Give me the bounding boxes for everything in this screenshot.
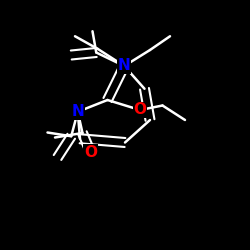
Text: O: O (84, 145, 97, 160)
Text: N: N (118, 58, 130, 74)
Text: N: N (72, 104, 84, 119)
Text: O: O (134, 102, 146, 118)
